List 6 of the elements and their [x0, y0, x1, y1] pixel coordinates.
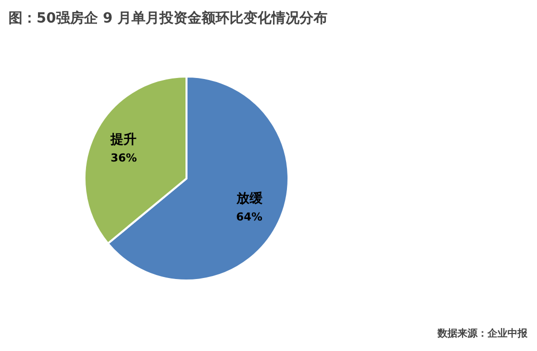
chart-title: 图：50强房企 9 月单月投资金额环比变化情况分布: [8, 10, 328, 26]
slice-label: 提升: [110, 131, 137, 148]
slice-label: 放缓: [235, 190, 264, 206]
source-note: 数据来源：企业中报: [436, 328, 528, 340]
data-label: 36%: [110, 152, 137, 165]
data-label: 64%: [236, 210, 262, 224]
